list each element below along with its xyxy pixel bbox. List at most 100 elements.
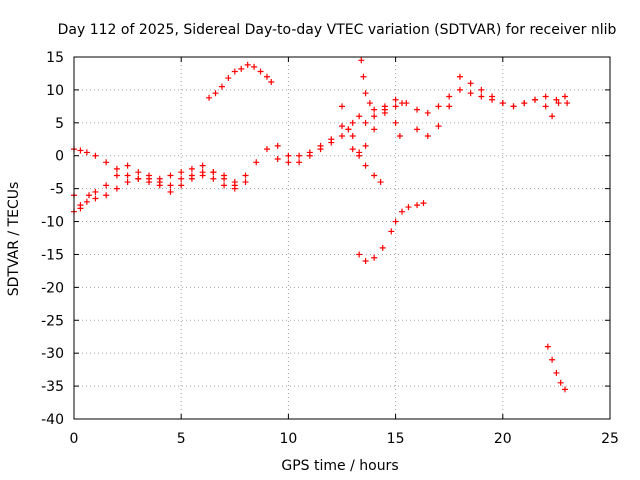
data-point bbox=[274, 142, 281, 149]
series-track-g bbox=[339, 103, 403, 159]
data-point bbox=[564, 100, 571, 107]
data-point bbox=[167, 172, 174, 179]
data-point bbox=[306, 152, 313, 159]
data-point bbox=[356, 152, 363, 159]
data-point bbox=[103, 159, 110, 166]
data-point bbox=[544, 343, 551, 350]
data-point bbox=[420, 200, 427, 207]
data-point bbox=[113, 185, 120, 192]
data-point bbox=[392, 218, 399, 225]
data-point bbox=[362, 119, 369, 126]
x-axis-label: GPS time / hours bbox=[281, 458, 398, 474]
data-point bbox=[371, 106, 378, 113]
grid-lines bbox=[74, 57, 610, 419]
data-point bbox=[456, 86, 463, 93]
data-point bbox=[392, 96, 399, 103]
axis-ticks: 0 5 10 15 20 25 -40 -35 -30 -25 -20 -15 -10 -5 0 5 10 15 bbox=[41, 50, 619, 447]
data-point bbox=[478, 86, 485, 93]
data-point bbox=[531, 96, 538, 103]
data-point bbox=[467, 90, 474, 97]
data-point bbox=[499, 100, 506, 107]
data-point bbox=[113, 172, 120, 179]
data-point bbox=[456, 73, 463, 80]
y-tick-label: -30 bbox=[41, 346, 64, 362]
data-point bbox=[414, 202, 421, 209]
data-point bbox=[360, 73, 367, 80]
y-tick-label: -40 bbox=[41, 412, 64, 428]
data-point bbox=[178, 169, 185, 176]
data-point bbox=[399, 100, 406, 107]
data-point bbox=[553, 96, 560, 103]
data-point bbox=[435, 123, 442, 130]
data-point bbox=[542, 93, 549, 100]
data-point bbox=[225, 75, 232, 82]
data-point bbox=[113, 165, 120, 172]
series-track-i bbox=[356, 200, 427, 265]
data-point bbox=[424, 109, 431, 116]
chart-title: Day 112 of 2025, Sidereal Day-to-day VTE… bbox=[58, 22, 617, 38]
data-point bbox=[371, 172, 378, 179]
data-point bbox=[77, 147, 84, 154]
data-point bbox=[263, 73, 270, 80]
y-axis-label: SDTVAR / TECUs bbox=[6, 182, 22, 297]
y-tick-label: -5 bbox=[50, 182, 64, 198]
data-point bbox=[231, 185, 238, 192]
data-point bbox=[210, 169, 217, 176]
data-point bbox=[362, 258, 369, 265]
data-point bbox=[268, 79, 275, 86]
data-point bbox=[362, 90, 369, 97]
data-point bbox=[251, 63, 258, 70]
plot-frame bbox=[73, 56, 611, 420]
data-point bbox=[555, 100, 562, 107]
data-point bbox=[446, 93, 453, 100]
series-track-h bbox=[358, 57, 406, 116]
data-point bbox=[103, 192, 110, 199]
y-tick-label: -20 bbox=[41, 280, 64, 296]
data-point bbox=[167, 188, 174, 195]
data-point bbox=[446, 103, 453, 110]
y-tick-label: 5 bbox=[55, 116, 64, 132]
data-point bbox=[242, 172, 249, 179]
y-tick-label: 15 bbox=[46, 50, 64, 66]
data-point bbox=[103, 182, 110, 189]
data-point bbox=[199, 172, 206, 179]
data-points bbox=[71, 57, 571, 393]
data-point bbox=[296, 159, 303, 166]
data-point bbox=[435, 103, 442, 110]
data-point bbox=[356, 251, 363, 258]
data-point bbox=[135, 169, 142, 176]
x-tick-label: 10 bbox=[279, 431, 297, 447]
series-track-k bbox=[544, 343, 568, 393]
data-point bbox=[238, 65, 245, 72]
data-point bbox=[242, 179, 249, 186]
data-point bbox=[392, 119, 399, 126]
data-point bbox=[405, 204, 412, 211]
data-point bbox=[253, 159, 260, 166]
data-point bbox=[135, 175, 142, 182]
data-point bbox=[553, 369, 560, 376]
series-track-b bbox=[71, 162, 249, 209]
data-point bbox=[542, 103, 549, 110]
data-point bbox=[263, 146, 270, 153]
data-point bbox=[549, 356, 556, 363]
data-point bbox=[210, 175, 217, 182]
series-track-d bbox=[206, 61, 275, 101]
data-point bbox=[156, 175, 163, 182]
data-point bbox=[274, 156, 281, 163]
x-tick-label: 20 bbox=[494, 431, 512, 447]
y-tick-label: 10 bbox=[46, 83, 64, 99]
data-point bbox=[362, 142, 369, 149]
series-track-a bbox=[71, 146, 270, 215]
data-point bbox=[371, 126, 378, 133]
data-point bbox=[317, 146, 324, 153]
data-point bbox=[257, 68, 264, 75]
x-tick-label: 0 bbox=[70, 431, 79, 447]
data-point bbox=[296, 152, 303, 159]
data-point bbox=[92, 195, 99, 202]
data-point bbox=[124, 162, 131, 169]
x-tick-label: 5 bbox=[177, 431, 186, 447]
data-point bbox=[478, 93, 485, 100]
data-point bbox=[285, 159, 292, 166]
data-point bbox=[371, 254, 378, 261]
data-point bbox=[146, 179, 153, 186]
